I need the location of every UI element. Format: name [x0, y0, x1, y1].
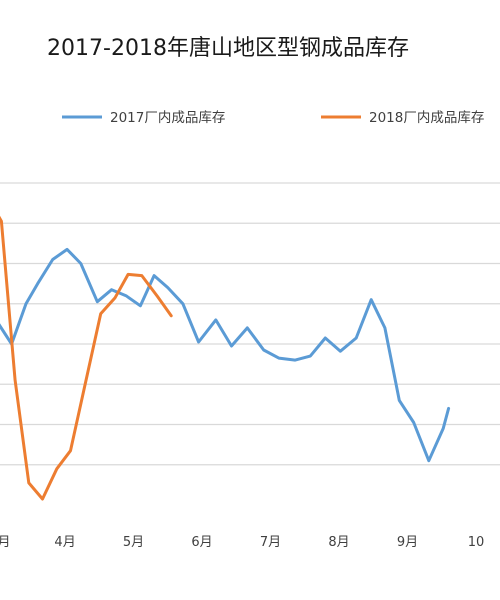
x-tick-label-0: 4月 [54, 535, 75, 550]
chart-title: 2017-2018年唐山地区型钢成品库存 [47, 36, 409, 61]
series-line-2018 [0, 215, 173, 501]
gridlines [0, 182, 500, 466]
x-tick-label-4: 8月 [328, 535, 349, 550]
x-tick-label-5: 9月 [397, 535, 418, 550]
legend-label-2018: 2018厂内成品库存 [369, 110, 484, 126]
x-tick-label-3: 7月 [260, 535, 281, 550]
legend: 2017厂内成品库存 2018厂内成品库存 [62, 110, 484, 126]
legend-label-2017: 2017厂内成品库存 [110, 110, 225, 126]
x-tick-label-partial: 月 [0, 535, 11, 550]
x-tick-label-2: 6月 [191, 535, 212, 550]
x-tick-label-1: 5月 [123, 535, 144, 550]
x-axis-tick-labels: 月 4月 5月 6月 7月 8月 9月 10 [0, 535, 484, 550]
x-tick-label-6: 10 [468, 535, 485, 550]
series-line-2017 [0, 247, 451, 463]
series-layer [0, 215, 451, 501]
